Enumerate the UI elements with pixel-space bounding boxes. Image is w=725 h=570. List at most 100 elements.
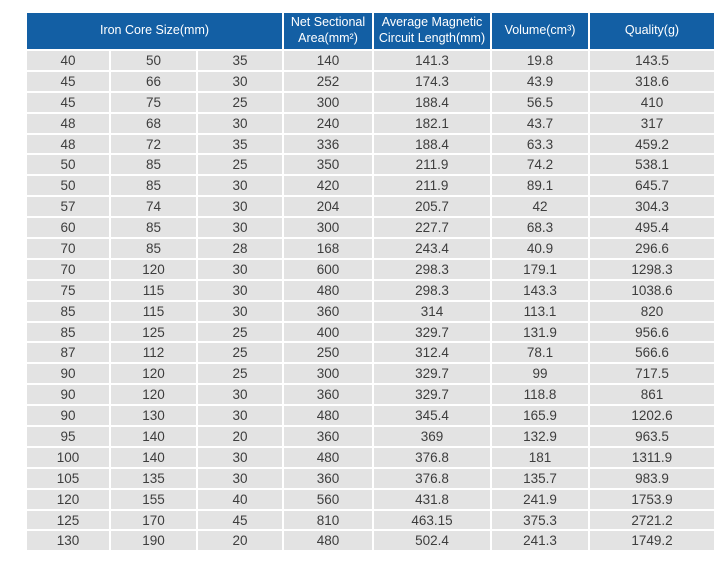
table-cell: 72 [111, 134, 196, 154]
table-cell: 1038.6 [590, 280, 714, 300]
table-cell: 30 [198, 385, 282, 405]
table-cell: 459.2 [590, 134, 714, 154]
table-cell: 48 [27, 134, 109, 154]
table-cell: 140 [111, 447, 196, 467]
table-cell: 130 [111, 406, 196, 426]
table-cell: 45 [27, 71, 109, 91]
table-cell: 74 [111, 197, 196, 217]
table-cell: 410 [590, 92, 714, 112]
table-cell: 318.6 [590, 71, 714, 91]
table-cell: 420 [284, 176, 372, 196]
table-cell: 60 [27, 218, 109, 238]
table-row: 130 190 20 480 502.4 241.3 1749.2 [27, 531, 714, 551]
table-cell: 45 [27, 92, 109, 112]
table-cell: 204 [284, 197, 372, 217]
table-cell: 538.1 [590, 155, 714, 175]
table-cell: 120 [111, 364, 196, 384]
table-cell: 211.9 [374, 155, 490, 175]
table-cell: 115 [111, 301, 196, 321]
table-cell: 956.6 [590, 322, 714, 342]
header-net-sectional-area: Net Sectional Area(mm²) [284, 13, 372, 49]
header-quality: Quality(g) [590, 13, 714, 49]
table-cell: 963.5 [590, 427, 714, 446]
table-cell: 182.1 [374, 113, 490, 133]
table-cell: 45 [198, 510, 282, 530]
table-row: 125 170 45 810 463.15 375.3 2721.2 [27, 510, 714, 530]
table-cell: 30 [198, 468, 282, 488]
table-cell: 43.9 [492, 71, 588, 91]
table-cell: 85 [111, 218, 196, 238]
table-cell: 140 [111, 427, 196, 446]
table-cell: 717.5 [590, 364, 714, 384]
table-row: 48 72 35 336 188.4 63.3 459.2 [27, 134, 714, 154]
table-cell: 360 [284, 427, 372, 446]
table-row: 50 85 25 350 211.9 74.2 538.1 [27, 155, 714, 175]
table-cell: 143.3 [492, 280, 588, 300]
table-cell: 375.3 [492, 510, 588, 530]
iron-core-spec-table: Iron Core Size(mm) Net Sectional Area(mm… [25, 11, 716, 552]
table-cell: 43.7 [492, 113, 588, 133]
table-row: 60 85 30 300 227.7 68.3 495.4 [27, 218, 714, 238]
table-cell: 376.8 [374, 447, 490, 467]
table-row: 90 130 30 480 345.4 165.9 1202.6 [27, 406, 714, 426]
table-cell: 99 [492, 364, 588, 384]
table-cell: 810 [284, 510, 372, 530]
table-cell: 360 [284, 301, 372, 321]
table-cell: 463.15 [374, 510, 490, 530]
table-cell: 120 [27, 489, 109, 509]
table-cell: 25 [198, 92, 282, 112]
table-cell: 30 [198, 447, 282, 467]
table-cell: 85 [111, 155, 196, 175]
table-cell: 40 [27, 51, 109, 70]
table-cell: 30 [198, 197, 282, 217]
table-cell: 30 [198, 113, 282, 133]
table-cell: 179.1 [492, 259, 588, 279]
table-row: 40 50 35 140 141.3 19.8 143.5 [27, 51, 714, 70]
table-cell: 48 [27, 113, 109, 133]
table-cell: 252 [284, 71, 372, 91]
table-cell: 243.4 [374, 239, 490, 258]
table-cell: 317 [590, 113, 714, 133]
table-cell: 30 [198, 218, 282, 238]
table-cell: 300 [284, 218, 372, 238]
table-cell: 983.9 [590, 468, 714, 488]
table-cell: 25 [198, 322, 282, 342]
table-cell: 300 [284, 364, 372, 384]
table-cell: 70 [27, 259, 109, 279]
table-cell: 298.3 [374, 280, 490, 300]
table-cell: 1298.3 [590, 259, 714, 279]
table-cell: 190 [111, 531, 196, 551]
table-cell: 68.3 [492, 218, 588, 238]
table-cell: 143.5 [590, 51, 714, 70]
table-cell: 165.9 [492, 406, 588, 426]
table-cell: 304.3 [590, 197, 714, 217]
table-cell: 95 [27, 427, 109, 446]
table-cell: 360 [284, 468, 372, 488]
table-cell: 85 [111, 239, 196, 258]
table-row: 45 66 30 252 174.3 43.9 318.6 [27, 71, 714, 91]
table-cell: 68 [111, 113, 196, 133]
table-cell: 112 [111, 343, 196, 363]
table-cell: 480 [284, 406, 372, 426]
table-cell: 480 [284, 447, 372, 467]
table-cell: 20 [198, 531, 282, 551]
table-cell: 85 [27, 301, 109, 321]
table-cell: 495.4 [590, 218, 714, 238]
table-row: 57 74 30 204 205.7 42 304.3 [27, 197, 714, 217]
table-cell: 566.6 [590, 343, 714, 363]
table-cell: 140 [284, 51, 372, 70]
table-cell: 350 [284, 155, 372, 175]
table-cell: 25 [198, 155, 282, 175]
table-cell: 141.3 [374, 51, 490, 70]
table-header: Iron Core Size(mm) Net Sectional Area(mm… [27, 13, 714, 49]
header-volume: Volume(cm³) [492, 13, 588, 49]
table-cell: 135 [111, 468, 196, 488]
table-cell: 42 [492, 197, 588, 217]
table-cell: 63.3 [492, 134, 588, 154]
table-cell: 30 [198, 406, 282, 426]
table-cell: 35 [198, 134, 282, 154]
table-row: 85 125 25 400 329.7 131.9 956.6 [27, 322, 714, 342]
table-row: 50 85 30 420 211.9 89.1 645.7 [27, 176, 714, 196]
table-cell: 30 [198, 71, 282, 91]
table-cell: 19.8 [492, 51, 588, 70]
